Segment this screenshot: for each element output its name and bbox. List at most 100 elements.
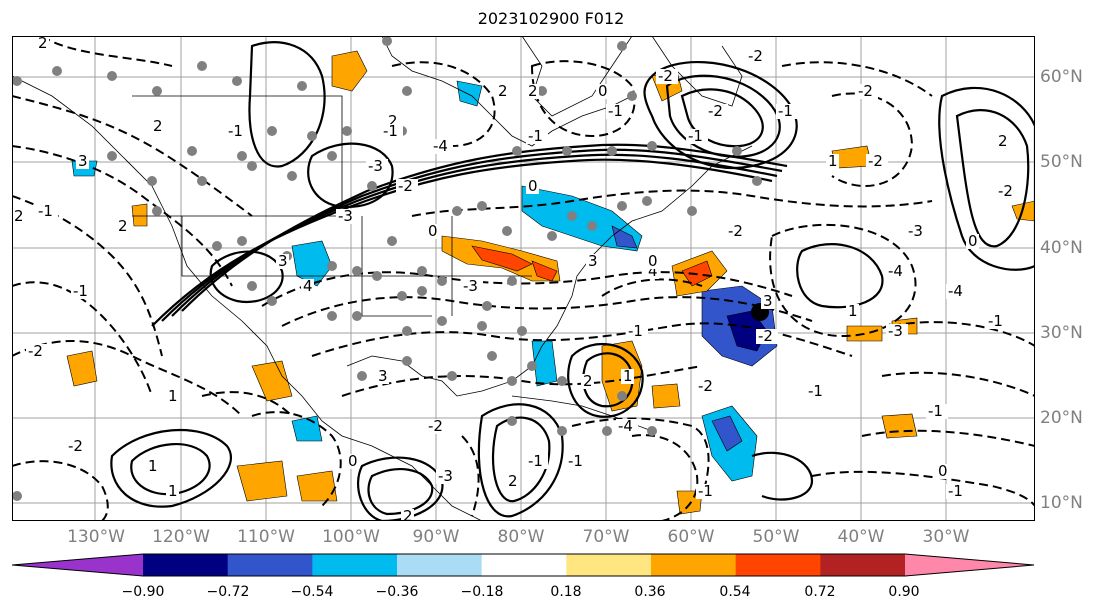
contour-label-bg bbox=[886, 264, 908, 279]
contour-label-bg bbox=[826, 154, 839, 169]
lon-label-30w: 30°W bbox=[922, 527, 970, 547]
contour-label: -2 bbox=[998, 182, 1013, 200]
contour-label-bg bbox=[656, 69, 678, 84]
contour-label: -1 bbox=[778, 102, 793, 120]
lat-label-40n: 40°N bbox=[1040, 238, 1083, 258]
colorbar-segment bbox=[481, 554, 567, 576]
contour-label-bg bbox=[66, 439, 88, 454]
contour-label: -1 bbox=[568, 452, 583, 470]
colorbar-tick-label: 0.36 bbox=[634, 584, 666, 600]
contour-label: -1 bbox=[688, 127, 703, 145]
contour-label: 2 bbox=[498, 82, 508, 100]
contour-label: 2 bbox=[403, 507, 413, 521]
contour-label: -1 bbox=[73, 282, 88, 300]
contour-label: 4 bbox=[303, 277, 313, 295]
lat-label-50n: 50°N bbox=[1040, 152, 1083, 172]
colorbar-tick-label: −0.36 bbox=[375, 584, 419, 600]
contour-label-bg bbox=[526, 129, 548, 144]
contour-label: -2 bbox=[28, 342, 43, 360]
contour-label: 3 bbox=[78, 152, 88, 170]
contour-label: 4 bbox=[648, 262, 658, 280]
contour-label: 3 bbox=[763, 292, 773, 310]
contour-label-bg bbox=[526, 179, 539, 194]
contour-label: 3 bbox=[378, 367, 388, 385]
lon-label-60w: 60°W bbox=[667, 527, 715, 547]
contour-label-bg bbox=[401, 509, 414, 521]
colorbar-tick-label: 0.72 bbox=[804, 584, 836, 600]
contour-label-bg bbox=[116, 219, 129, 234]
contour-label: -2 bbox=[868, 152, 883, 170]
contour-label: 1 bbox=[623, 367, 633, 385]
contour-label-bg bbox=[596, 84, 609, 99]
contour-label: -3 bbox=[463, 277, 478, 295]
contour-label-bg bbox=[761, 294, 774, 309]
contour-label-bg bbox=[336, 209, 358, 224]
contour-label: 2 bbox=[583, 372, 593, 390]
contour-label-bg bbox=[166, 484, 179, 499]
contour-label: -2 bbox=[858, 82, 873, 100]
contour-label: 2 bbox=[388, 112, 398, 130]
contour-label-bg bbox=[906, 224, 928, 239]
contour-label: -1 bbox=[988, 312, 1003, 330]
map-title: 2023102900 F012 bbox=[477, 9, 625, 28]
contour-label: -4 bbox=[618, 417, 633, 435]
colorbar-tick-label: 0.90 bbox=[888, 584, 920, 600]
contour-label: 0 bbox=[938, 462, 948, 480]
contour-label: -1 bbox=[383, 122, 398, 140]
colorbar-outline bbox=[12, 553, 1035, 577]
lat-label-30n: 30°N bbox=[1040, 323, 1083, 343]
contour-label: -1 bbox=[628, 322, 643, 340]
colorbar-segment bbox=[397, 554, 483, 576]
contour-label-bg bbox=[936, 464, 949, 479]
contour-label-bg bbox=[381, 124, 403, 139]
contour-label-bg bbox=[506, 474, 519, 489]
contour-label-bg bbox=[76, 154, 89, 169]
contour-label-bg bbox=[71, 284, 93, 299]
contour-label: -1 bbox=[528, 127, 543, 145]
contour-label: 2 bbox=[998, 132, 1008, 150]
contour-label-bg bbox=[461, 279, 483, 294]
contour-label-bg bbox=[996, 184, 1018, 199]
contour-label: -4 bbox=[888, 262, 903, 280]
contour-label-bg bbox=[621, 369, 634, 384]
contour-label-bg bbox=[26, 344, 48, 359]
contour-label-bg bbox=[366, 159, 388, 174]
contour-label: -1 bbox=[948, 482, 963, 500]
contour-label: -2 bbox=[728, 222, 743, 240]
contour-label-bg bbox=[146, 459, 159, 474]
contour-label-bg bbox=[856, 84, 878, 99]
lon-label-70w: 70°W bbox=[582, 527, 630, 547]
contour-label-bg bbox=[226, 124, 248, 139]
contour-label-bg bbox=[746, 49, 768, 64]
contour-label-bg bbox=[946, 484, 968, 499]
contour-label-bg bbox=[846, 304, 859, 319]
contour-label-bg bbox=[426, 419, 448, 434]
contour-label-bg bbox=[376, 369, 389, 384]
contour-label: -2 bbox=[658, 67, 673, 85]
contour-label: 2 bbox=[508, 472, 518, 490]
contour-label-bg bbox=[806, 384, 828, 399]
contour-label: 2 bbox=[118, 217, 128, 235]
colorbar-segment bbox=[735, 554, 821, 576]
colorbar-segment bbox=[143, 554, 229, 576]
contour-label-bg bbox=[166, 389, 179, 404]
contour-label-bg bbox=[726, 224, 748, 239]
contour-label: 0 bbox=[428, 222, 438, 240]
contour-label-bg bbox=[436, 469, 458, 484]
contour-label: -3 bbox=[368, 157, 383, 175]
contour-label: -2 bbox=[758, 327, 773, 345]
colorbar-extend-high bbox=[905, 554, 1034, 576]
colorbar-segment bbox=[312, 554, 398, 576]
contour-label-bg bbox=[696, 379, 718, 394]
contour-label-bg bbox=[426, 224, 439, 239]
contour-label: -2 bbox=[748, 47, 763, 65]
lon-label-120w: 120°W bbox=[152, 527, 210, 547]
contour-label: 1 bbox=[828, 152, 838, 170]
lon-label-100w: 100°W bbox=[322, 527, 380, 547]
colorbar-tick-label: 0.54 bbox=[719, 584, 751, 600]
colorbar-segment bbox=[651, 554, 737, 576]
contour-label: 2 bbox=[38, 36, 48, 52]
colorbar-tick-label: 0.18 bbox=[550, 584, 582, 600]
colorbar-tick-label: −0.72 bbox=[206, 584, 250, 600]
